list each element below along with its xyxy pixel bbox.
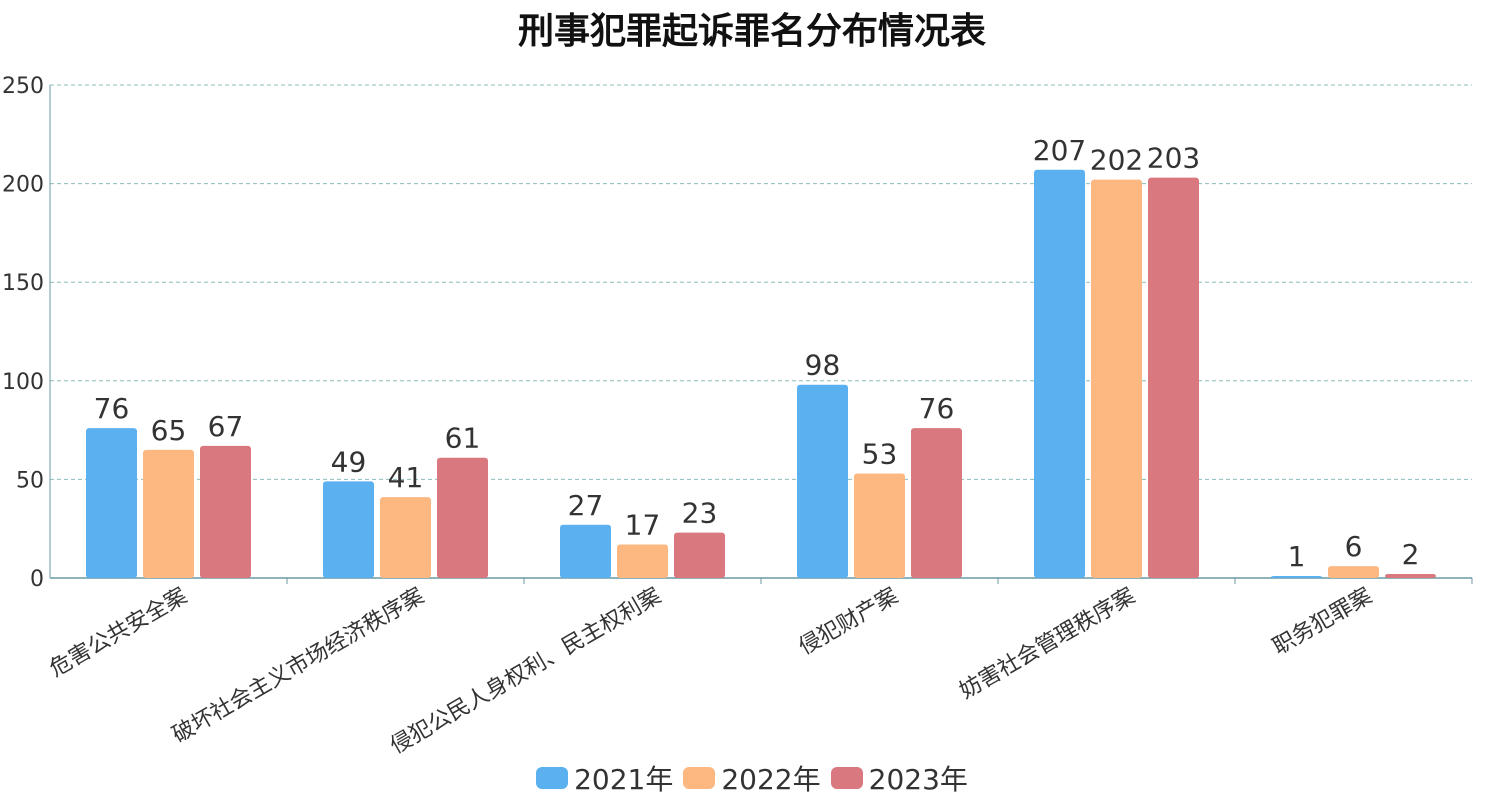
- legend-item[interactable]: 2022年: [683, 758, 821, 798]
- x-tick-label: 破坏社会主义市场经济秩序案: [168, 584, 428, 749]
- bar: [1148, 177, 1199, 578]
- data-label: 6: [1345, 530, 1363, 563]
- y-tick-label: 0: [30, 567, 44, 592]
- x-tick-label: 侵犯公民人身权利、民主权利案: [386, 584, 665, 760]
- x-tick-label: 妨害社会管理秩序案: [956, 584, 1140, 705]
- legend-item[interactable]: 2021年: [536, 758, 673, 798]
- x-tick-label: 职务犯罪案: [1269, 584, 1377, 661]
- bar: [1328, 566, 1379, 578]
- y-tick-label: 150: [2, 271, 44, 296]
- data-label: 202: [1090, 144, 1143, 177]
- data-label: 27: [568, 489, 604, 522]
- data-label: 61: [445, 422, 481, 455]
- chart-title: 刑事犯罪起诉罪名分布情况表: [517, 11, 986, 52]
- bar: [323, 481, 374, 578]
- data-label: 49: [331, 445, 367, 478]
- legend-label: 2023年: [868, 763, 968, 796]
- bar: [617, 544, 668, 578]
- data-label: 41: [388, 461, 424, 494]
- data-label: 203: [1147, 142, 1200, 175]
- legend-swatch: [536, 767, 569, 789]
- legend-label: 2021年: [574, 763, 674, 796]
- y-tick-label: 250: [2, 74, 44, 99]
- data-label: 98: [805, 349, 841, 382]
- bar: [1034, 169, 1085, 578]
- bar: [380, 497, 431, 578]
- bar: [797, 384, 848, 578]
- legend-swatch: [683, 767, 716, 789]
- data-label: 65: [151, 414, 187, 447]
- bar: [143, 449, 194, 578]
- x-tick-label: 侵犯财产案: [795, 584, 903, 661]
- bar: [437, 457, 488, 578]
- data-label: 1: [1288, 540, 1306, 573]
- data-label: 207: [1033, 134, 1086, 167]
- y-tick-label: 200: [2, 173, 44, 198]
- bar: [86, 428, 137, 578]
- bar: [200, 445, 251, 578]
- data-label: 67: [208, 410, 244, 443]
- legend-label: 2022年: [721, 763, 821, 796]
- x-tick-label: 危害公共安全案: [46, 584, 192, 683]
- data-label: 76: [94, 392, 130, 425]
- data-label: 17: [625, 508, 661, 541]
- data-label: 2: [1402, 538, 1420, 571]
- y-tick-label: 50: [16, 468, 44, 493]
- bar: [1385, 574, 1436, 578]
- bar: [1091, 179, 1142, 578]
- legend-swatch: [830, 767, 863, 789]
- data-label: 76: [919, 392, 955, 425]
- bar: [854, 473, 905, 578]
- bar: [560, 524, 611, 578]
- bar: [1271, 576, 1322, 578]
- data-label: 53: [862, 437, 898, 470]
- legend: 2021年 2022年 2023年: [0, 758, 1504, 798]
- y-tick-label: 100: [2, 370, 44, 395]
- data-label: 23: [682, 497, 718, 530]
- bar: [911, 428, 962, 578]
- legend-item[interactable]: 2023年: [830, 758, 968, 798]
- bar: [674, 532, 725, 578]
